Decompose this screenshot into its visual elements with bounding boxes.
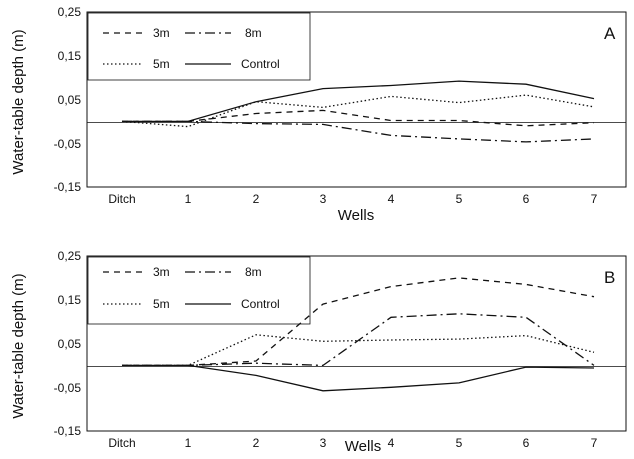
panel-a-y-ticks: 0,25 0,15 0,05 -0,05 -0,15 (54, 5, 82, 194)
panel-a-ytick-label: 0,05 (58, 93, 82, 107)
panel-b-y-axis-title: Water-table depth (m) (10, 273, 27, 418)
panel-b-xtick-label: 7 (591, 436, 598, 450)
panel-b-legend-label-8m: 8m (245, 265, 262, 279)
panel-a-ytick-label: -0,15 (54, 180, 82, 194)
panel-b-legend: 3m 8m 5m Control (87, 256, 311, 325)
panel-b-series-line-3m (122, 277, 595, 367)
panel-b-ytick-label: 0,25 (58, 249, 82, 263)
panel-b-xtick-label: 6 (523, 436, 530, 450)
panel-a-series-line-control (122, 80, 595, 123)
panel-b-legend-label-5m: 5m (153, 297, 170, 311)
panel-b-label: B (604, 268, 615, 287)
panel-b: 0,25 0,15 0,05 -0,05 -0,15 Ditch 1 2 3 4… (10, 249, 627, 455)
panel-b-legend-label-control: Control (241, 297, 280, 311)
panel-a-xtick-label: 2 (253, 192, 260, 206)
panel-b-xtick-label: 4 (388, 436, 395, 450)
panel-a-series-line-3m (122, 109, 595, 127)
panel-b-x-ticks: Ditch 1 2 3 4 5 6 7 (108, 436, 597, 450)
panel-a-ytick-label: 0,15 (58, 49, 82, 63)
panel-b-legend-box (87, 256, 311, 325)
panel-b-x-axis-title: Wells (345, 438, 381, 455)
panel-a-xtick-label: 4 (388, 192, 395, 206)
panel-a-xtick-label: 1 (185, 192, 192, 206)
panel-b-xtick-label: 2 (253, 436, 260, 450)
panel-a-xtick-label: 3 (320, 192, 327, 206)
panel-b-ytick-label: -0,05 (54, 381, 82, 395)
panel-a-legend-label-3m: 3m (153, 26, 170, 40)
panel-a-legend-label-5m: 5m (153, 57, 170, 71)
panel-a-y-axis-title: Water-table depth (m) (10, 29, 27, 174)
panel-a-xtick-label: 5 (456, 192, 463, 206)
panel-b-y-ticks: 0,25 0,15 0,05 -0,05 -0,15 (54, 249, 82, 438)
panel-a-ytick-label: -0,05 (54, 137, 82, 151)
panel-a-series-layer (121, 80, 595, 143)
panel-a-legend-label-control: Control (241, 57, 280, 71)
panel-b-ytick-label: -0,15 (54, 424, 82, 438)
panel-a-xtick-label: 6 (523, 192, 530, 206)
panel-a-x-ticks: Ditch 1 2 3 4 5 6 7 (108, 192, 597, 206)
panel-a-plot-frame (86, 11, 627, 188)
panel-a-xtick-label: Ditch (108, 192, 135, 206)
panel-b-xtick-label: 5 (456, 436, 463, 450)
panel-a-series-line-5m (121, 94, 595, 128)
panel-b-series-line-control (122, 364, 595, 392)
panel-b-series-line-8m (122, 313, 595, 367)
panel-a-xtick-label: 7 (591, 192, 598, 206)
panel-a-series-line-8m (122, 120, 595, 143)
panel-b-xtick-label: 1 (185, 436, 192, 450)
panel-a-ytick-label: 0,25 (58, 5, 82, 19)
panel-b-plot-frame (86, 255, 627, 432)
panel-b-legend-label-3m: 3m (153, 265, 170, 279)
panel-b-series-line-5m (122, 334, 595, 367)
panel-a-legend-box (87, 12, 311, 81)
panel-a-legend-label-8m: 8m (245, 26, 262, 40)
panel-a-legend: 3m 8m 5m Control (87, 12, 311, 81)
panel-a-label: A (604, 24, 616, 43)
panel-a: 0,25 0,15 0,05 -0,05 -0,15 Ditch 1 2 3 4… (10, 5, 627, 224)
panel-b-xtick-label: Ditch (108, 436, 135, 450)
panel-a-x-axis-title: Wells (338, 207, 374, 224)
panel-b-xtick-label: 3 (320, 436, 327, 450)
panel-b-ytick-label: 0,15 (58, 293, 82, 307)
panel-b-series-layer (122, 277, 595, 392)
panel-b-ytick-label: 0,05 (58, 337, 82, 351)
